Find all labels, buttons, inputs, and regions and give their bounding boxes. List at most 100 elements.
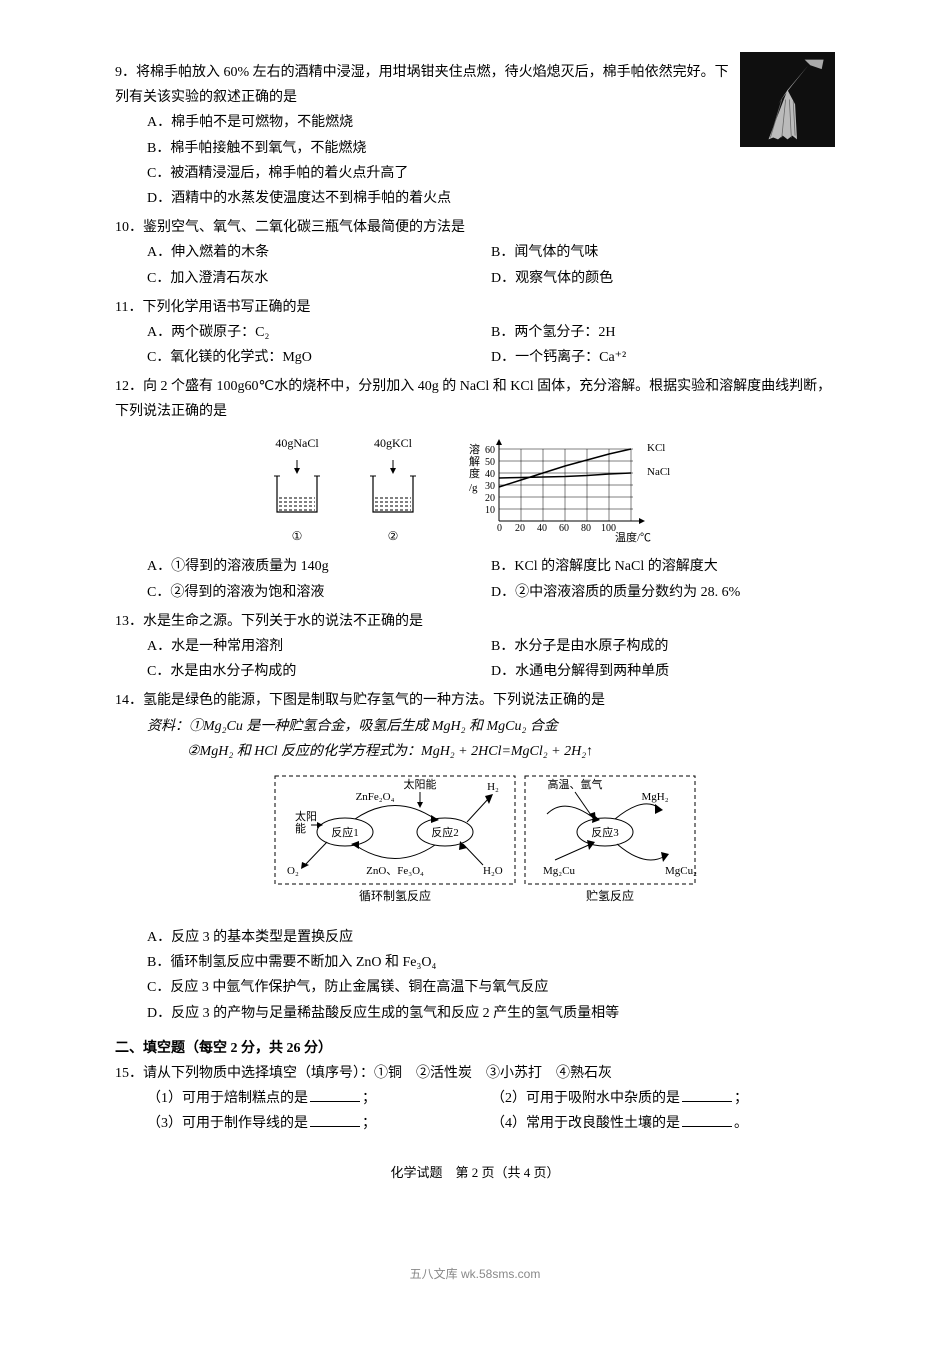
kcl-label: KCl (647, 442, 665, 454)
left-title: 循环制氢反应 (359, 888, 431, 903)
blank-4[interactable] (682, 1112, 732, 1127)
q13-opt-c: C．水是由水分子构成的 (147, 659, 491, 684)
cond-label: 高温、氩气 (548, 777, 603, 791)
nacl-label: NaCl (647, 466, 670, 478)
q15-sub2: （2）可用于吸附水中杂质的是； (491, 1086, 835, 1111)
q15-sub1: （1）可用于焙制糕点的是； (147, 1086, 491, 1111)
q11-number: 11． (115, 295, 142, 320)
q12-opt-a: A．①得到的溶液质量为 140g (147, 554, 491, 579)
sun-text: 太阳 (295, 810, 317, 823)
top-sun-label: 太阳能 (404, 777, 437, 791)
q14-material1: 资料：①Mg₂Cu 是一种贮氢合金，吸氢后生成 MgH₂ 和 MgCu₂ 合金 (147, 714, 835, 739)
question-13: 13．水是生命之源。下列关于水的说法不正确的是 A．水是一种常用溶剂 B．水分子… (115, 609, 835, 685)
question-14: 14．氢能是绿色的能源，下图是制取与贮存氢气的一种方法。下列说法正确的是 资料：… (115, 688, 835, 1026)
q9-opt-a: A．棉手帕不是可燃物，不能燃烧 (147, 110, 835, 135)
q13-opt-d: D．水通电分解得到两种单质 (491, 659, 835, 684)
q9-text: 将棉手帕放入 60% 左右的酒精中浸湿，用坩埚钳夹住点燃，待火焰熄灭后，棉手帕依… (115, 65, 729, 105)
question-10: 10．鉴别空气、氧气、二氧化碳三瓶气体最简便的方法是 A．伸入燃着的木条 B．闻… (115, 215, 835, 291)
svg-text:40: 40 (537, 523, 547, 534)
svg-text:H₂O: H₂O (483, 865, 503, 877)
q9-number: 9． (115, 60, 136, 85)
q11-opt-b: B．两个氢分子：2H (491, 320, 835, 345)
q14-flow-diagram: 太阳能 ZnFe₂O₄ H₂ 高温、氩气 MgH₂ 太阳 能 反应1 反应2 反… (115, 770, 835, 919)
q10-text: 鉴别空气、氧气、二氧化碳三瓶气体最简便的方法是 (143, 220, 465, 235)
svg-text:20: 20 (485, 493, 495, 504)
q13-number: 13． (115, 609, 143, 634)
svg-text:40: 40 (485, 469, 495, 480)
q14-opt-c: C．反应 3 中氩气作保护气，防止金属镁、铜在高温下与氧气反应 (147, 975, 835, 1000)
q12-opt-d: D．②中溶液溶质的质量分数约为 28. 6% (491, 580, 835, 605)
q10-number: 10． (115, 215, 143, 240)
beaker1-svg (269, 454, 325, 518)
blank-3[interactable] (310, 1112, 360, 1127)
svg-text:MgCu₂: MgCu₂ (665, 865, 697, 877)
q13-opt-b: B．水分子是由水原子构成的 (491, 634, 835, 659)
q12-diagram-row: 40gNaCl ① 40gKCl (115, 433, 835, 551)
q11-opt-c: C．氧化镁的化学式：MgO (147, 345, 491, 370)
beaker-2: 40gKCl ② (365, 433, 421, 551)
svg-text:20: 20 (515, 523, 525, 534)
svg-text:ZnFe₂O₄: ZnFe₂O₄ (356, 791, 395, 803)
svg-text:80: 80 (581, 523, 591, 534)
q10-opt-d: D．观察气体的颜色 (491, 266, 835, 291)
q10-opt-b: B．闻气体的气味 (491, 240, 835, 265)
svg-text:10: 10 (485, 505, 495, 516)
q15-sub3: （3）可用于制作导线的是； (147, 1111, 491, 1136)
beaker2-num: ② (365, 526, 421, 548)
q12-opt-b: B．KCl 的溶解度比 NaCl 的溶解度大 (491, 554, 835, 579)
q14-opt-d: D．反应 3 的产物与足量稀盐酸反应生成的氢气和反应 2 产生的氢气质量相等 (147, 1001, 835, 1026)
q9-opt-b: B．棉手帕接触不到氧气，不能燃烧 (147, 136, 835, 161)
beaker-1: 40gNaCl ① (269, 433, 325, 551)
svg-text:/g: /g (469, 482, 478, 494)
question-15: 15．请从下列物质中选择填空（填序号）：①铜 ②活性炭 ③小苏打 ④熟石灰 （1… (115, 1061, 835, 1137)
section-2-title: 二、填空题（每空 2 分，共 26 分） (115, 1036, 835, 1061)
q11-text: 下列化学用语书写正确的是 (142, 300, 310, 315)
q9-opt-d: D．酒精中的水蒸发使温度达不到棉手帕的着火点 (147, 186, 835, 211)
svg-text:ZnO、Fe₃O₄: ZnO、Fe₃O₄ (366, 865, 424, 877)
svg-text:O₂: O₂ (287, 865, 299, 877)
q14-opt-b: B．循环制氢反应中需要不断加入 ZnO 和 Fe₃O₄ (147, 950, 835, 975)
svg-text:MgH₂: MgH₂ (641, 791, 668, 803)
q14-opt-a: A．反应 3 的基本类型是置换反应 (147, 925, 835, 950)
q12-text: 向 2 个盛有 100g60℃水的烧杯中，分别加入 40g 的 NaCl 和 K… (115, 379, 831, 419)
beaker1-label: 40gNaCl (269, 433, 325, 455)
r1: 反应1 (331, 825, 359, 839)
q15-number: 15． (115, 1061, 143, 1086)
svg-text:60: 60 (559, 523, 569, 534)
q11-opt-a: A．两个碳原子：C₂ (147, 320, 491, 345)
right-title: 贮氢反应 (586, 888, 634, 903)
r3: 反应3 (591, 825, 619, 839)
question-12: 12．向 2 个盛有 100g60℃水的烧杯中，分别加入 40g 的 NaCl … (115, 374, 835, 605)
r2: 反应2 (431, 825, 459, 839)
q9-opt-c: C．被酒精浸湿后，棉手帕的着火点升高了 (147, 161, 835, 186)
q12-number: 12． (115, 374, 143, 399)
beaker1-num: ① (269, 526, 325, 548)
question-11: 11．下列化学用语书写正确的是 A．两个碳原子：C₂ B．两个氢分子：2H C．… (115, 295, 835, 371)
blank-2[interactable] (682, 1087, 732, 1102)
q12-opt-c: C．②得到的溶液为饱和溶液 (147, 580, 491, 605)
svg-text:Mg₂Cu: Mg₂Cu (543, 865, 575, 877)
svg-text:100: 100 (601, 523, 616, 534)
beaker-set: 40gNaCl ① 40gKCl (269, 433, 421, 551)
q15-text: 请从下列物质中选择填空（填序号）：①铜 ②活性炭 ③小苏打 ④熟石灰 (143, 1066, 612, 1081)
beaker2-svg (365, 454, 421, 518)
svg-text:度: 度 (469, 466, 480, 480)
svg-text:60: 60 (485, 445, 495, 456)
q11-opt-d: D．一个钙离子：Ca⁺² (491, 345, 835, 370)
blank-1[interactable] (310, 1087, 360, 1102)
q14-material2: ②MgH₂ 和 HCl 反应的化学方程式为：MgH₂ + 2HCl=MgCl₂ … (187, 739, 835, 764)
svg-text:0: 0 (497, 523, 502, 534)
chart-ylabel-1: 溶 (469, 442, 480, 456)
svg-text:50: 50 (485, 457, 495, 468)
q15-sub4: （4）常用于改良酸性土壤的是。 (491, 1111, 835, 1136)
page-footer: 化学试题 第 2 页（共 4 页） (115, 1161, 835, 1184)
svg-text:能: 能 (295, 821, 306, 835)
svg-text:H₂: H₂ (487, 781, 499, 793)
q10-opt-c: C．加入澄清石灰水 (147, 266, 491, 291)
q9-image (740, 52, 835, 147)
q14-number: 14． (115, 688, 143, 713)
question-9: 9．将棉手帕放入 60% 左右的酒精中浸湿，用坩埚钳夹住点燃，待火焰熄灭后，棉手… (115, 60, 835, 211)
watermark: 五八文库 wk.58sms.com (115, 1264, 835, 1286)
chart-xlabel: 温度/℃ (615, 530, 651, 543)
q13-text: 水是生命之源。下列关于水的说法不正确的是 (143, 614, 423, 629)
